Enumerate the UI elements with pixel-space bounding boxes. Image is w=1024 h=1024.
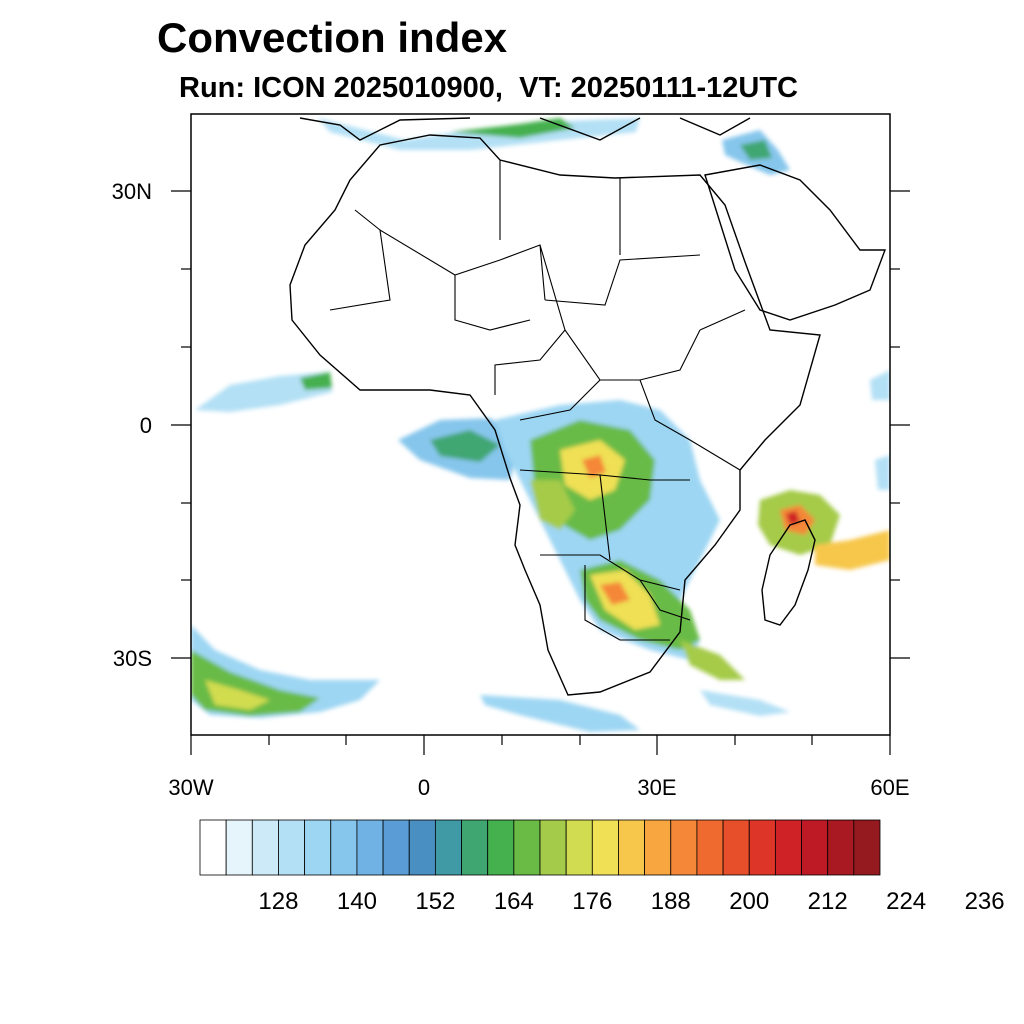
field-atlantic-core xyxy=(300,372,332,390)
field-southatl-core xyxy=(205,680,270,710)
field-atlantic xyxy=(195,372,332,412)
field-east-edge xyxy=(870,370,890,400)
axis-ticks xyxy=(171,190,910,755)
colorbar-box xyxy=(278,819,306,876)
lon-label-60e: 60E xyxy=(870,775,910,800)
lon-label-30e: 30E xyxy=(637,775,677,800)
colorbar-box xyxy=(827,819,855,876)
colorbar-box xyxy=(670,819,698,876)
field-cyclone-band xyxy=(815,530,890,570)
convection-field xyxy=(191,118,890,732)
colorbar-label: 212 xyxy=(807,888,848,915)
lon-label-30w: 30W xyxy=(168,775,214,800)
lat-label-30s: 30S xyxy=(112,646,152,671)
colorbar-box xyxy=(199,819,227,876)
colorbar-box xyxy=(774,819,802,876)
colorbar-label: 224 xyxy=(886,888,927,915)
colorbar-box xyxy=(304,819,332,876)
colorbar-box xyxy=(722,819,750,876)
colorbar-box xyxy=(225,819,253,876)
field-mediterranean-core xyxy=(450,118,575,138)
colorbar-box xyxy=(330,819,358,876)
madagascar-coastline xyxy=(761,519,816,626)
colorbar-box xyxy=(801,819,829,876)
europe-coastline xyxy=(299,117,751,141)
lon-label-0: 0 xyxy=(417,775,431,800)
field-east-edge2 xyxy=(875,455,890,490)
lat-label-0: 0 xyxy=(139,413,152,438)
colorbar-box xyxy=(461,819,489,876)
arabia-coastline xyxy=(704,164,887,321)
colorbar-label: 236 xyxy=(964,888,1005,915)
colorbar-box xyxy=(565,819,593,876)
colorbar-label: 128 xyxy=(258,888,299,915)
field-angola xyxy=(530,480,575,530)
colorbar-box xyxy=(434,819,462,876)
colorbar-label: 152 xyxy=(415,888,456,915)
field-southern-band xyxy=(480,695,640,732)
chart-subtitle: Run: ICON 2025010900, VT: 20250111-12UTC xyxy=(179,72,798,104)
lat-label-30n: 30N xyxy=(111,179,152,204)
colorbar-box xyxy=(591,819,619,876)
colorbar-box xyxy=(618,819,646,876)
colorbar-box xyxy=(696,819,724,876)
colorbar-box xyxy=(408,819,436,876)
colorbar xyxy=(199,819,881,876)
colorbar-box xyxy=(513,819,541,876)
colorbar-box xyxy=(487,819,515,876)
colorbar-label: 188 xyxy=(650,888,691,915)
colorbar-box xyxy=(748,819,776,876)
colorbar-label: 164 xyxy=(493,888,534,915)
colorbar-box xyxy=(644,819,672,876)
africa-coastline xyxy=(289,134,821,696)
field-south-hot xyxy=(600,582,630,605)
field-cyclone-eye xyxy=(786,511,800,525)
field-southeast xyxy=(680,640,745,680)
chart-title: Convection index xyxy=(157,14,508,61)
colorbar-box xyxy=(251,819,279,876)
field-mideast-core xyxy=(740,140,772,160)
colorbar-box xyxy=(356,819,384,876)
colorbar-box xyxy=(382,819,410,876)
field-gulf-core xyxy=(430,430,500,462)
colorbar-label: 176 xyxy=(572,888,613,915)
country-borders xyxy=(329,160,746,641)
colorbar-box xyxy=(539,819,567,876)
field-congo-hot xyxy=(582,455,606,478)
colorbar-box xyxy=(853,819,881,876)
field-southern-band2 xyxy=(700,690,790,716)
colorbar-label: 200 xyxy=(729,888,770,915)
coastlines xyxy=(289,117,887,696)
colorbar-label: 140 xyxy=(336,888,377,915)
